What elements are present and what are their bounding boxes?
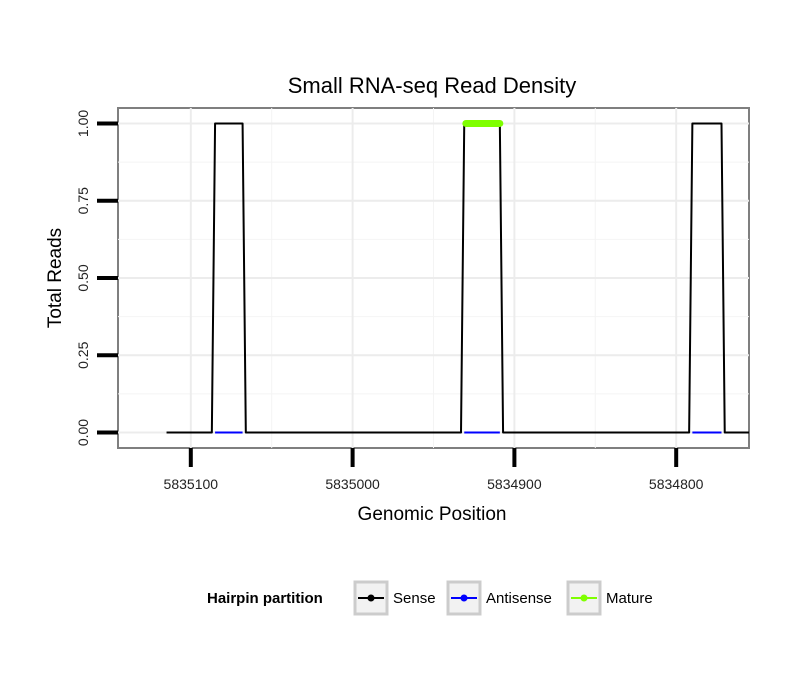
x-tick-label: 5835100 — [164, 476, 219, 492]
y-tick-label: 0.75 — [75, 187, 91, 214]
chart-title: Small RNA-seq Read Density — [288, 73, 577, 98]
y-tick-label: 0.50 — [75, 264, 91, 291]
x-tick-label: 5835000 — [325, 476, 380, 492]
legend-title: Hairpin partition — [207, 590, 323, 607]
series-layer — [166, 119, 749, 434]
x-tick-label: 5834800 — [649, 476, 704, 492]
y-tick-label: 0.25 — [75, 341, 91, 368]
legend-entry-mature: Mature — [566, 580, 653, 616]
legend-label: Antisense — [486, 590, 552, 607]
y-axis-title: Total Reads — [45, 228, 66, 328]
legend-key-dot — [580, 594, 588, 602]
y-tick-label: 0.00 — [75, 419, 91, 446]
legend-entry-antisense: Antisense — [446, 580, 552, 616]
grid-lines — [118, 108, 749, 448]
x-axis-title: Genomic Position — [358, 504, 507, 525]
x-axis: 5835100 5835000 5834900 5834800 — [164, 448, 704, 492]
x-tick-label: 5834900 — [487, 476, 542, 492]
legend-key-dot — [460, 594, 468, 602]
legend-entry-sense: Sense — [353, 580, 436, 616]
legend-label: Mature — [606, 590, 653, 607]
y-tick-label: 1.00 — [75, 110, 91, 137]
legend-key-dot — [367, 594, 375, 602]
legend-label: Sense — [393, 590, 436, 607]
legend: Hairpin partition Sense Antisense Mature — [207, 580, 653, 616]
y-axis: 0.00 0.25 0.50 0.75 1.00 — [75, 110, 118, 446]
